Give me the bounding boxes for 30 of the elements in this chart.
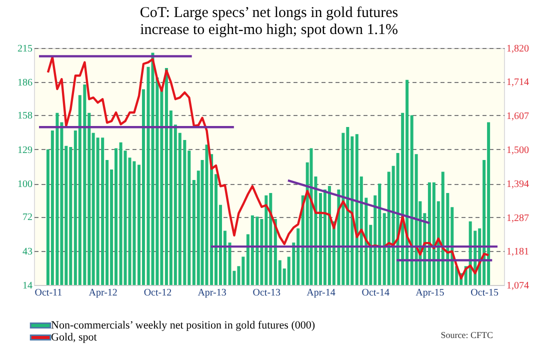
y2-tick-label: 1,607 — [506, 111, 529, 122]
y-tick-label: 72 — [22, 212, 32, 224]
x-tick-label: Oct-14 — [362, 288, 390, 298]
chart-title: CoT: Large specs’ net longs in gold futures increase to eight-mo high; spot down 1.1% — [140, 5, 398, 38]
legend-label: Non-commercials’ weekly net position in gold futures (000) — [51, 320, 316, 332]
y2-tick-label: 1,500 — [506, 145, 529, 156]
y2-tick-label: 1,287 — [506, 212, 529, 224]
x-tick-label: Oct-12 — [144, 288, 172, 298]
y2-tick-label: 1,714 — [506, 77, 529, 88]
x-tick-label: Apr-15 — [416, 288, 444, 298]
x-tick-label: Apr-14 — [306, 288, 336, 298]
y-tick-label: 43 — [22, 246, 32, 258]
y-tick-label: 100 — [18, 179, 32, 190]
y2-tick-label: 1,074 — [506, 280, 529, 292]
y-tick-label: 129 — [18, 144, 32, 156]
x-tick-label: Oct-11 — [34, 288, 62, 298]
y-tick-label: 186 — [18, 78, 32, 89]
x-tick-label: Oct-15 — [470, 288, 498, 298]
x-tick-label: Apr-13 — [198, 288, 226, 298]
x-tick-label: Oct-13 — [252, 288, 281, 298]
line-series — [46, 56, 490, 280]
y-tick-label: 158 — [18, 110, 32, 122]
y2-tick-label: 1,181 — [506, 246, 529, 258]
y2-tick-label: 1,820 — [506, 44, 529, 54]
y-tick-label: 215 — [18, 44, 32, 54]
x-tick-label: Apr-12 — [88, 288, 118, 298]
y-tick-label: 14 — [22, 280, 32, 292]
source-note: Source: CFTC — [440, 330, 493, 340]
y2-tick-label: 1,394 — [506, 178, 529, 190]
legend-label: Gold, spot — [51, 332, 97, 344]
